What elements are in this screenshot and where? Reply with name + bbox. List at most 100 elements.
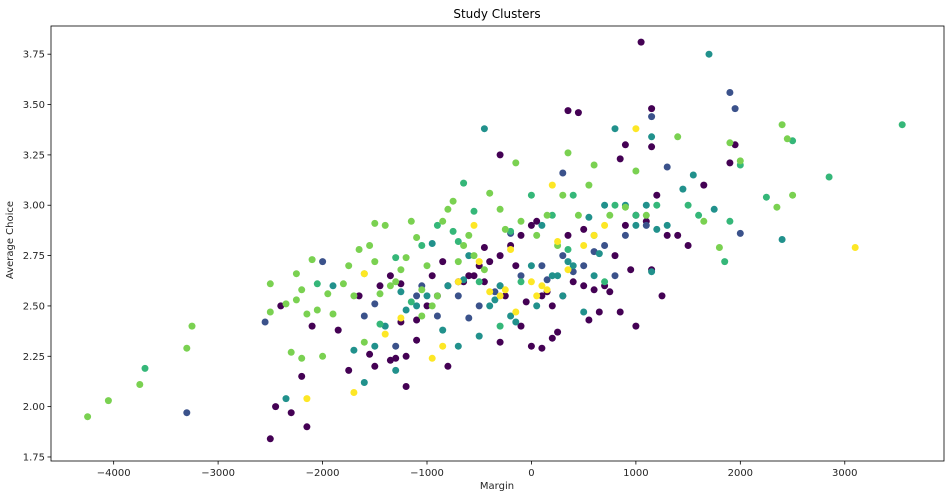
- data-point: [825, 173, 833, 181]
- data-point: [413, 234, 421, 241]
- data-point: [564, 107, 572, 115]
- data-point: [533, 292, 541, 300]
- data-point: [308, 256, 316, 264]
- data-point: [632, 167, 640, 175]
- data-point: [595, 250, 603, 258]
- data-point: [611, 252, 619, 260]
- series-5: [303, 125, 859, 403]
- data-point: [554, 328, 562, 336]
- y-tick-label: 1.75: [23, 452, 45, 463]
- data-point: [548, 272, 556, 280]
- x-tick-label: −1000: [410, 468, 444, 479]
- data-point: [574, 211, 582, 219]
- data-point: [480, 125, 488, 133]
- data-point: [783, 135, 791, 143]
- data-point: [413, 292, 421, 300]
- data-point: [642, 211, 650, 219]
- data-point: [653, 191, 661, 199]
- data-point: [282, 395, 290, 403]
- data-point: [465, 252, 473, 260]
- data-point: [663, 221, 671, 229]
- data-point: [789, 191, 797, 199]
- data-point: [418, 312, 426, 320]
- data-point: [726, 139, 734, 147]
- data-point: [480, 278, 488, 286]
- data-point: [360, 338, 368, 346]
- data-point: [428, 272, 436, 280]
- series-4: [84, 121, 797, 421]
- series-1: [183, 89, 744, 417]
- data-point: [303, 395, 311, 403]
- data-point: [590, 161, 598, 169]
- data-point: [590, 272, 598, 280]
- x-tick-label: 1000: [623, 468, 648, 479]
- data-point: [491, 288, 499, 296]
- data-point: [470, 221, 478, 229]
- data-point: [684, 242, 692, 249]
- data-point: [470, 272, 478, 280]
- data-point: [428, 354, 436, 362]
- data-point: [512, 159, 520, 167]
- data-point: [517, 272, 525, 280]
- y-tick-label: 2.75: [23, 251, 45, 262]
- data-point: [360, 379, 368, 386]
- data-point: [658, 292, 666, 300]
- data-point: [533, 302, 541, 310]
- x-tick-label: −2000: [306, 468, 340, 479]
- data-point: [580, 262, 588, 270]
- data-point: [590, 286, 598, 294]
- data-point: [371, 362, 379, 370]
- data-point: [413, 302, 421, 310]
- data-point: [569, 191, 577, 199]
- data-point: [261, 318, 269, 326]
- data-point: [726, 89, 734, 96]
- series-2: [282, 50, 786, 403]
- data-point: [480, 266, 488, 274]
- data-point: [507, 227, 515, 235]
- data-point: [470, 252, 478, 260]
- y-tick-label: 2.00: [23, 402, 45, 413]
- data-point: [564, 258, 572, 266]
- data-point: [527, 191, 535, 199]
- data-point: [621, 203, 629, 211]
- data-point: [648, 113, 656, 121]
- y-tick-label: 3.50: [23, 100, 45, 111]
- x-tick-label: −4000: [97, 468, 131, 479]
- data-point: [548, 334, 556, 342]
- data-point: [569, 278, 577, 286]
- data-point: [376, 320, 384, 328]
- data-point: [486, 288, 494, 296]
- data-point: [543, 286, 551, 294]
- data-point: [517, 231, 525, 239]
- data-point: [689, 171, 697, 179]
- data-point: [736, 229, 744, 237]
- data-point: [381, 221, 389, 229]
- data-point: [319, 258, 327, 266]
- data-point: [423, 292, 431, 300]
- data-point: [298, 354, 306, 362]
- data-point: [136, 381, 144, 388]
- data-point: [679, 185, 687, 193]
- data-point: [141, 364, 149, 372]
- y-tick-label: 2.50: [23, 301, 45, 312]
- data-point: [402, 254, 410, 262]
- data-point: [507, 312, 515, 320]
- data-point: [360, 312, 368, 320]
- data-point: [313, 280, 321, 288]
- data-point: [548, 302, 556, 310]
- data-point: [527, 278, 535, 286]
- data-point: [580, 282, 588, 290]
- data-point: [512, 308, 520, 316]
- data-point: [345, 366, 353, 374]
- data-point: [731, 105, 739, 113]
- data-point: [428, 302, 436, 310]
- data-point: [475, 278, 483, 286]
- data-point: [397, 288, 405, 296]
- data-point: [715, 244, 723, 251]
- data-point: [632, 221, 640, 229]
- data-point: [621, 221, 629, 229]
- y-axis-label: Average Choice: [5, 201, 16, 279]
- data-point: [303, 423, 311, 431]
- data-point: [397, 266, 405, 274]
